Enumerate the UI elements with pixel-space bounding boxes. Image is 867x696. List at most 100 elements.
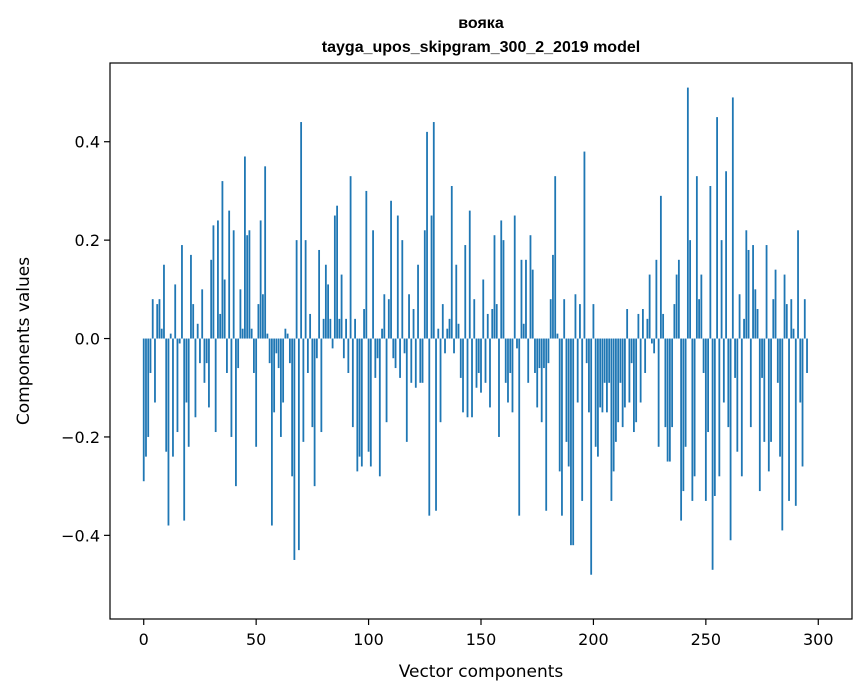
bar <box>381 328 383 339</box>
bar <box>639 338 642 403</box>
bar <box>387 299 390 339</box>
bar <box>552 254 554 339</box>
x-tick-label: 200 <box>578 630 609 649</box>
bar <box>142 338 145 482</box>
bar <box>439 338 442 423</box>
bar <box>529 235 532 339</box>
bar <box>268 338 271 364</box>
bar <box>408 294 410 339</box>
y-tick-label: −0.2 <box>61 428 100 447</box>
bar <box>217 220 219 339</box>
bar <box>475 338 478 388</box>
bar <box>693 338 696 477</box>
bar <box>543 338 545 369</box>
bar <box>333 215 336 339</box>
bar <box>190 254 192 339</box>
bar <box>664 338 667 428</box>
bar <box>520 259 523 339</box>
bar <box>232 230 235 339</box>
bar <box>785 304 788 339</box>
bar <box>538 338 541 369</box>
x-axis: 0 50 100 150 200 250 300 <box>139 619 834 649</box>
bar <box>345 318 347 339</box>
chart-subtitle: tayga_upos_skipgram_300_2_2019 model <box>322 39 640 56</box>
y-tick-label: −0.4 <box>61 526 100 545</box>
bar <box>266 333 269 339</box>
bar <box>417 264 419 339</box>
bar <box>486 313 489 339</box>
x-tick-label: 50 <box>246 630 266 649</box>
bar <box>192 304 195 339</box>
bar <box>309 313 312 339</box>
bar <box>590 338 593 575</box>
bar <box>722 338 725 403</box>
bar <box>313 338 316 487</box>
y-tick-label: 0.2 <box>75 231 100 250</box>
bar <box>610 338 613 501</box>
bar <box>754 289 757 339</box>
bar <box>244 156 246 339</box>
bar <box>511 338 514 413</box>
bar <box>594 338 597 447</box>
bar <box>711 338 714 570</box>
bar <box>205 338 208 364</box>
bar <box>462 338 464 413</box>
bar <box>363 309 365 339</box>
bar <box>423 230 426 339</box>
bar <box>342 338 345 359</box>
bar <box>374 338 377 378</box>
bar <box>682 338 685 492</box>
bar <box>691 338 694 501</box>
bar <box>574 294 577 339</box>
bar <box>194 338 197 418</box>
bar <box>286 333 289 339</box>
bar <box>264 166 267 339</box>
bar <box>756 309 759 339</box>
bar <box>453 338 455 354</box>
bar <box>262 294 264 339</box>
bar <box>158 299 161 339</box>
bar <box>259 220 262 339</box>
bar <box>477 338 480 373</box>
bar <box>567 338 570 467</box>
bar <box>783 274 786 339</box>
bar <box>507 338 509 403</box>
bar <box>163 264 165 339</box>
bar <box>525 259 527 339</box>
bar <box>212 225 215 339</box>
bar <box>203 338 206 383</box>
bar <box>583 151 586 339</box>
bar <box>686 87 689 339</box>
bar <box>738 294 741 339</box>
bar <box>801 338 804 467</box>
bar <box>617 338 620 423</box>
bar <box>201 289 204 339</box>
bar <box>185 338 188 403</box>
bar <box>504 338 507 383</box>
bar <box>297 338 300 551</box>
bar <box>597 338 599 457</box>
bar <box>473 299 476 339</box>
bar <box>698 299 700 339</box>
bar <box>338 318 341 339</box>
bar <box>799 338 802 403</box>
bar <box>376 338 379 359</box>
bar <box>318 249 321 339</box>
bar <box>531 269 534 339</box>
bar <box>770 338 772 442</box>
bar <box>518 338 521 516</box>
bar <box>174 284 177 339</box>
bar <box>169 333 172 339</box>
bar <box>790 299 793 339</box>
bar <box>534 338 536 373</box>
y-axis: −0.4 −0.2 0.0 0.2 0.4 <box>61 133 110 545</box>
bar <box>255 338 258 447</box>
bar <box>151 299 154 339</box>
x-tick-label: 150 <box>466 630 497 649</box>
bar <box>702 338 705 373</box>
x-tick-label: 300 <box>803 630 834 649</box>
bar <box>414 338 417 388</box>
bar <box>315 338 318 359</box>
bar <box>684 338 687 447</box>
bar <box>585 338 588 364</box>
